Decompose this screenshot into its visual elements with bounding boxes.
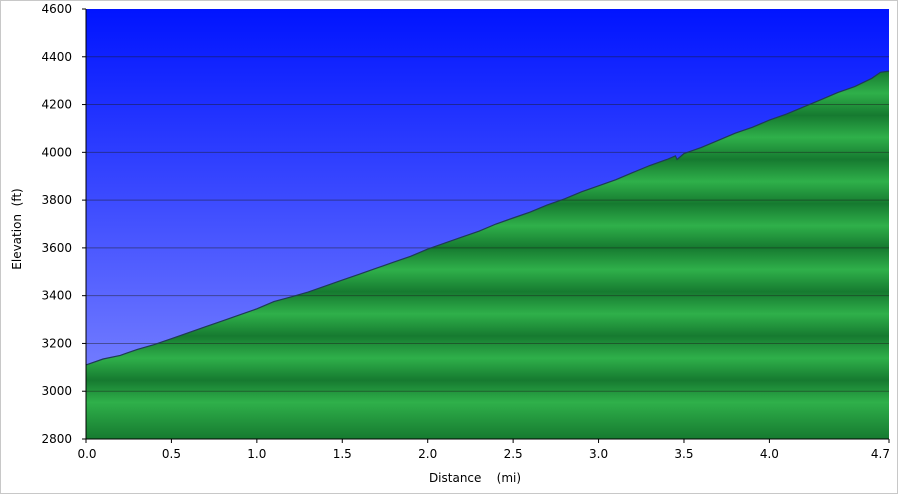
y-tick-label: 4400: [41, 50, 72, 64]
x-tick-label: 3.5: [674, 447, 693, 461]
y-tick-label: 4200: [41, 98, 72, 112]
y-tick-label: 3400: [41, 289, 72, 303]
x-tick-label: 3.0: [589, 447, 608, 461]
y-tick-label: 3600: [41, 241, 72, 255]
elevation-area: [86, 71, 889, 439]
axes: [85, 9, 889, 440]
y-tick-label: 4000: [41, 145, 72, 159]
x-tick-label: 4.7: [871, 447, 890, 461]
x-tick-label: 0.0: [77, 447, 96, 461]
y-ticks: 2800 3000 3200 3400 3600 3800 4000 4200 4400 4600: [41, 2, 86, 446]
x-ticks: 0.0 0.5 1.0 1.5 2.0 2.5 3.0 3.5 4.0 4.7: [77, 439, 890, 461]
grid-lines: [86, 56, 889, 392]
x-tick-label: 2.0: [418, 447, 437, 461]
y-axis-title: Elevation (ft): [10, 188, 24, 269]
x-tick-label: 1.0: [247, 447, 266, 461]
y-tick-label: 4600: [41, 2, 72, 16]
y-tick-label: 3000: [41, 384, 72, 398]
x-tick-label: 2.5: [504, 447, 523, 461]
y-tick-label: 3200: [41, 336, 72, 350]
y-tick-label: 3800: [41, 193, 72, 207]
x-tick-label: 0.5: [162, 447, 181, 461]
x-tick-label: 4.0: [760, 447, 779, 461]
x-axis-title: Distance (mi): [429, 471, 521, 485]
elevation-profile-line: [85, 70, 890, 366]
y-tick-label: 2800: [41, 432, 72, 446]
x-tick-label: 1.5: [333, 447, 352, 461]
